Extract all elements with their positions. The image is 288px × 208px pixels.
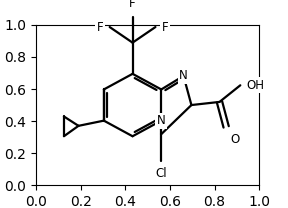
Text: N: N bbox=[157, 114, 166, 127]
Text: Cl: Cl bbox=[156, 167, 167, 180]
Text: N: N bbox=[179, 69, 188, 82]
Text: F: F bbox=[129, 0, 136, 10]
Text: F: F bbox=[97, 21, 103, 33]
Text: F: F bbox=[162, 21, 168, 33]
Text: OH: OH bbox=[247, 79, 265, 92]
Text: O: O bbox=[230, 133, 240, 146]
